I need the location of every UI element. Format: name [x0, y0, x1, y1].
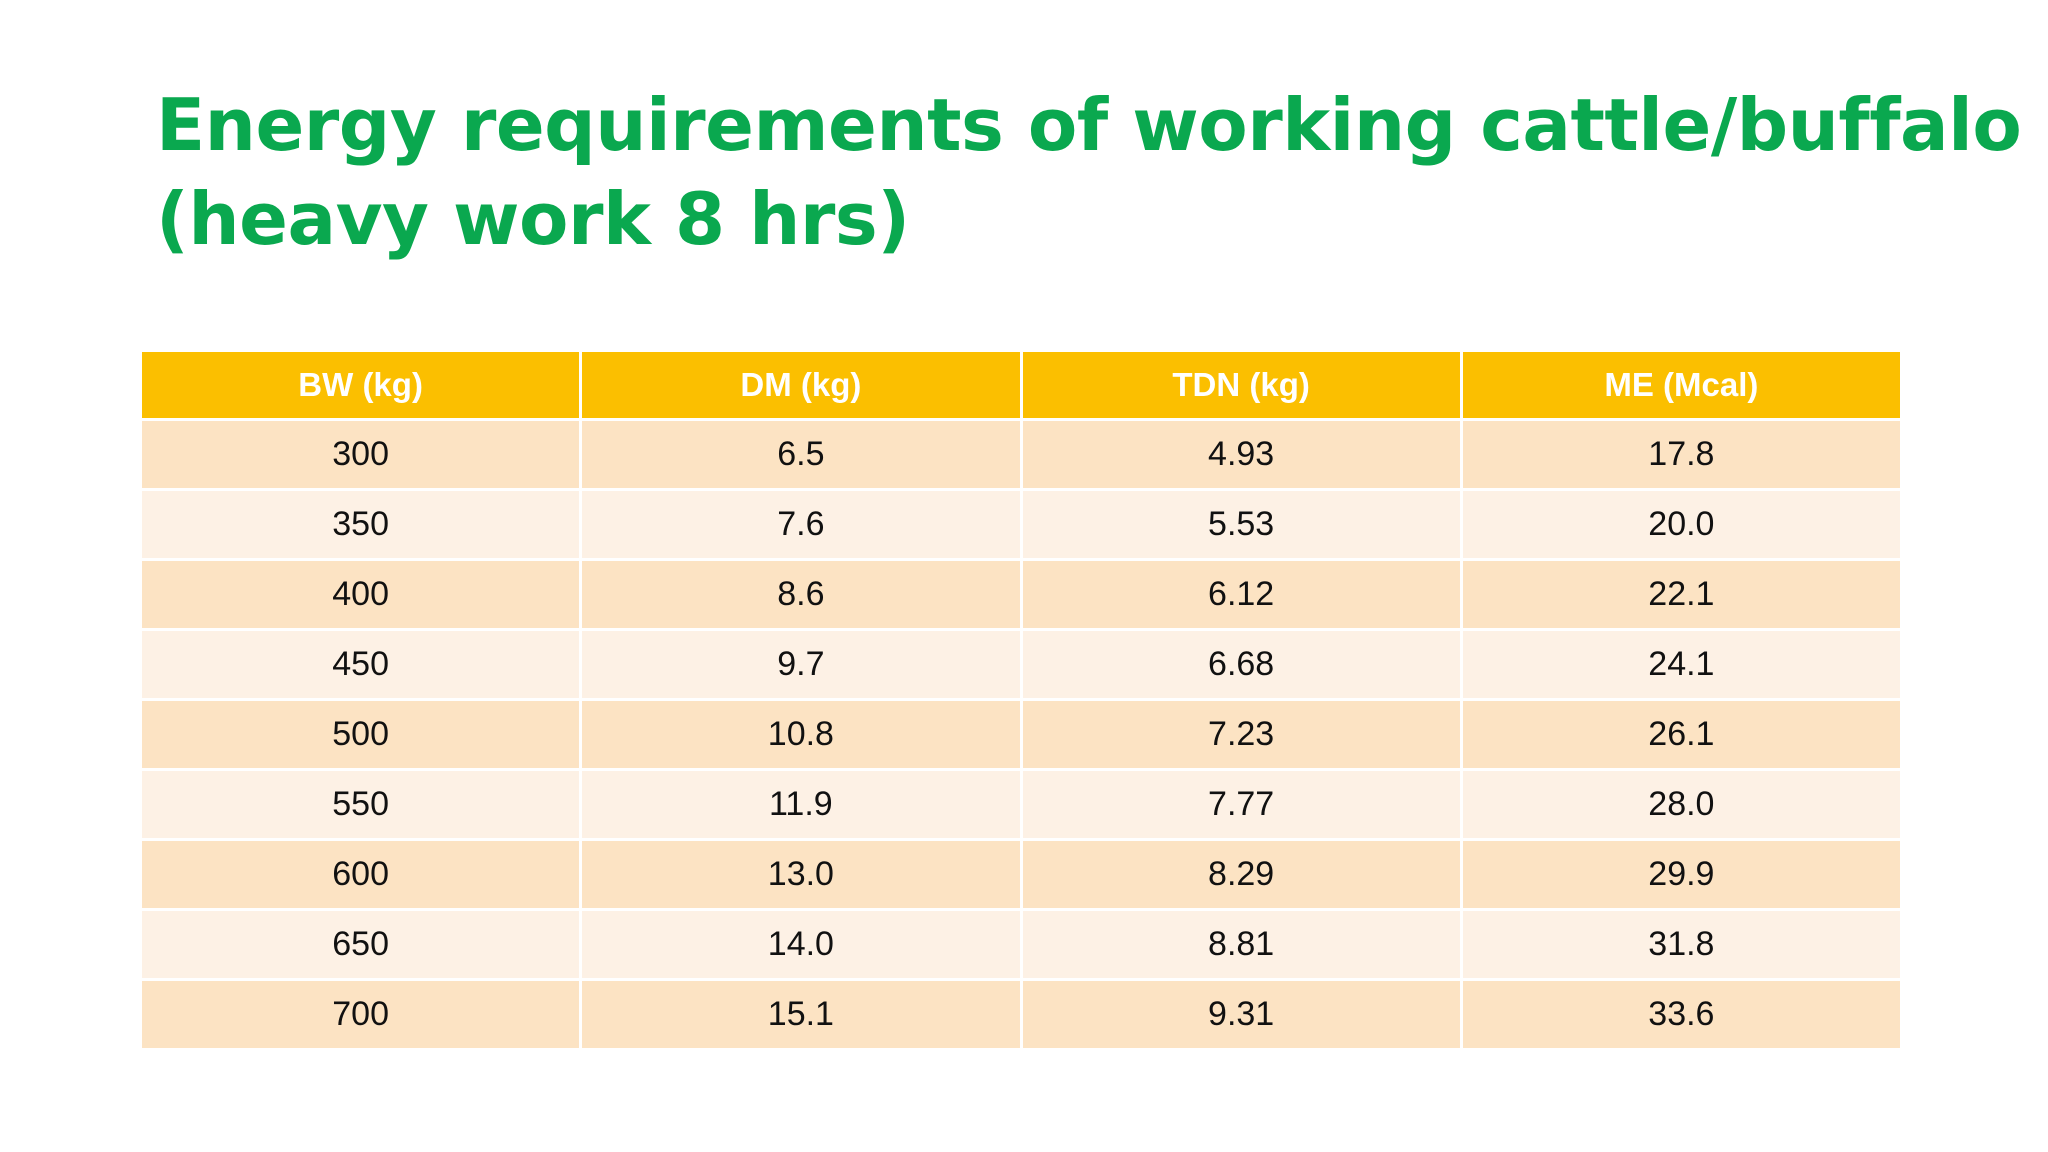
cell-dm: 6.5 [582, 421, 1020, 488]
table-row: 400 8.6 6.12 22.1 [142, 561, 1900, 628]
cell-bw: 350 [142, 491, 580, 558]
table-row: 650 14.0 8.81 31.8 [142, 911, 1900, 978]
cell-dm: 9.7 [582, 631, 1020, 698]
cell-bw: 600 [142, 841, 580, 908]
slide-title: Energy requirements of working cattle/bu… [156, 78, 2022, 266]
cell-me: 31.8 [1462, 911, 1900, 978]
table-row: 350 7.6 5.53 20.0 [142, 491, 1900, 558]
cell-dm: 11.9 [582, 771, 1020, 838]
slide-title-line-1: Energy requirements of working cattle/bu… [156, 83, 2022, 167]
cell-tdn: 7.23 [1022, 701, 1460, 768]
cell-tdn: 6.68 [1022, 631, 1460, 698]
cell-bw: 450 [142, 631, 580, 698]
cell-tdn: 4.93 [1022, 421, 1460, 488]
cell-bw: 550 [142, 771, 580, 838]
cell-me: 24.1 [1462, 631, 1900, 698]
cell-dm: 13.0 [582, 841, 1020, 908]
header-tdn: TDN (kg) [1022, 352, 1460, 418]
cell-bw: 500 [142, 701, 580, 768]
table-row: 450 9.7 6.68 24.1 [142, 631, 1900, 698]
table-row: 550 11.9 7.77 28.0 [142, 771, 1900, 838]
cell-tdn: 8.29 [1022, 841, 1460, 908]
cell-dm: 8.6 [582, 561, 1020, 628]
cell-me: 28.0 [1462, 771, 1900, 838]
cell-tdn: 7.77 [1022, 771, 1460, 838]
cell-bw: 650 [142, 911, 580, 978]
cell-me: 17.8 [1462, 421, 1900, 488]
cell-me: 22.1 [1462, 561, 1900, 628]
cell-me: 26.1 [1462, 701, 1900, 768]
cell-me: 29.9 [1462, 841, 1900, 908]
cell-tdn: 5.53 [1022, 491, 1460, 558]
header-dm: DM (kg) [582, 352, 1020, 418]
header-me: ME (Mcal) [1462, 352, 1900, 418]
cell-me: 33.6 [1462, 981, 1900, 1048]
cell-bw: 300 [142, 421, 580, 488]
slide-title-line-2: (heavy work 8 hrs) [156, 177, 910, 261]
table-row: 500 10.8 7.23 26.1 [142, 701, 1900, 768]
cell-tdn: 9.31 [1022, 981, 1460, 1048]
table-row: 300 6.5 4.93 17.8 [142, 421, 1900, 488]
cell-dm: 7.6 [582, 491, 1020, 558]
cell-tdn: 6.12 [1022, 561, 1460, 628]
cell-bw: 700 [142, 981, 580, 1048]
cell-dm: 14.0 [582, 911, 1020, 978]
energy-requirements-table: BW (kg) DM (kg) TDN (kg) ME (Mcal) 300 6… [139, 349, 1903, 1051]
cell-bw: 400 [142, 561, 580, 628]
cell-me: 20.0 [1462, 491, 1900, 558]
table-row: 600 13.0 8.29 29.9 [142, 841, 1900, 908]
table-row: 700 15.1 9.31 33.6 [142, 981, 1900, 1048]
cell-tdn: 8.81 [1022, 911, 1460, 978]
header-bw: BW (kg) [142, 352, 580, 418]
cell-dm: 10.8 [582, 701, 1020, 768]
cell-dm: 15.1 [582, 981, 1020, 1048]
table-header-row: BW (kg) DM (kg) TDN (kg) ME (Mcal) [142, 352, 1900, 418]
